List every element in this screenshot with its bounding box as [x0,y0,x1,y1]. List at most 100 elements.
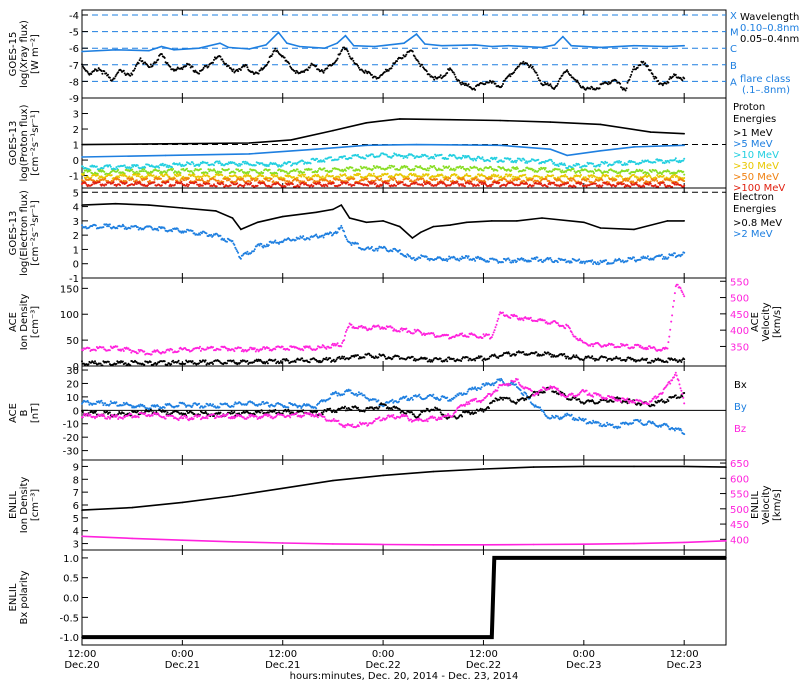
data-point [81,65,84,68]
data-point [180,181,183,183]
data-point [309,64,312,67]
data-point [179,174,182,177]
data-point [549,257,552,259]
data-point [405,256,408,258]
data-point [618,160,621,162]
data-point [157,165,160,168]
data-point [612,261,615,264]
data-point [581,182,583,185]
data-point [577,81,580,84]
data-point [297,179,300,182]
data-point [194,69,197,72]
data-point [344,173,346,176]
data-point [104,177,107,180]
data-point [90,73,93,75]
data-point [576,79,579,82]
data-point [416,177,419,180]
data-point [308,66,311,69]
data-point [406,156,409,159]
data-point [298,185,301,188]
data-point [199,168,202,171]
data-point [621,259,624,262]
data-point [522,60,525,63]
data-point [212,363,214,365]
data-point [413,167,416,170]
data-point [515,67,518,70]
data-point [607,174,609,177]
y-tick-label: -1 [69,274,79,285]
data-point [248,153,251,155]
data-point [474,88,477,91]
y-tick-label: 2 [73,231,79,242]
data-point [499,144,501,147]
data-point [128,175,131,178]
data-point [198,72,201,75]
data-point [437,182,440,185]
data-point [652,258,655,261]
data-point [406,165,409,168]
data-point [633,256,635,259]
legend-entry: >2 MeV [733,229,773,240]
data-point [345,48,348,51]
series-blue [81,143,685,158]
data-point [332,208,334,211]
data-point [135,170,138,173]
data-point [365,122,368,124]
data-point [387,166,390,169]
data-point [564,258,567,261]
data-point [482,169,485,172]
data-point [89,169,92,172]
data-point [137,175,140,178]
data-point [549,83,552,86]
data-point [401,181,404,184]
data-point [265,44,267,46]
panel-frame [81,187,727,279]
y-axis-label: Ion Density [19,294,30,351]
data-point [323,167,326,170]
data-point [160,53,163,56]
data-point [232,68,235,71]
data-point [300,175,303,178]
data-point [630,73,633,76]
data-point [284,185,287,188]
data-point [368,181,371,183]
data-point [469,180,472,183]
data-point [296,168,299,171]
data-point [401,57,404,59]
data-point [364,157,367,160]
data-point [310,168,313,171]
data-point [474,44,476,46]
data-point [477,184,480,187]
data-point [594,175,596,178]
data-point [681,79,684,82]
data-point [147,184,149,187]
data-point [415,33,418,35]
data-point [277,31,280,34]
data-point [583,221,585,224]
data-point [479,181,482,184]
data-point [267,60,270,63]
y-axis-label: [cm⁻²s⁻¹sr⁻¹] [30,110,41,176]
data-point [488,260,490,263]
y2-tick-label: 450 [730,310,749,321]
data-point [323,160,326,163]
data-point [114,49,117,51]
data-point [294,177,297,180]
data-point [656,180,659,182]
data-point [444,74,447,77]
data-point [321,175,324,178]
data-point [237,168,240,171]
data-point [176,227,179,230]
data-point [257,72,260,75]
data-point [511,177,514,180]
data-point [398,168,401,171]
data-point [564,173,567,176]
data-point [143,168,146,171]
data-point [518,178,521,181]
data-point [352,59,355,62]
data-point [501,85,503,87]
data-point [252,177,255,180]
data-point [661,84,664,87]
data-point [118,176,121,179]
